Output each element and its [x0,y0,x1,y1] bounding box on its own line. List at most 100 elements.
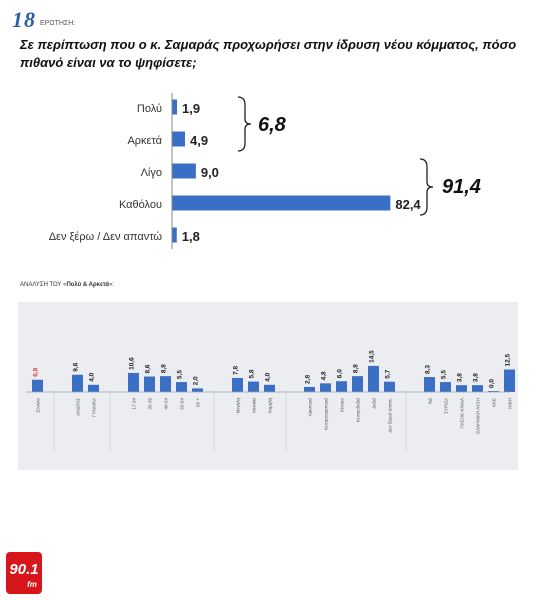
category-label: Κεντροαριστερά [323,398,329,430]
bar [440,382,451,392]
bar [472,385,483,392]
category-label: Χαμηλή [267,398,273,414]
value-label: 4,0 [89,372,96,381]
value-label: 6,8 [33,367,40,376]
bar [336,381,347,392]
category-label: ΕΛΛΗΝΙΚΗ ΛΥΣΗ [476,398,481,434]
category-label: ΠΑΣΟΚ-ΚΙΝΑΛ [460,398,465,429]
value-label: 3,8 [457,373,464,382]
value-label: 5,5 [441,370,448,379]
bar [32,379,43,392]
bracket-total-label: 6,8 [258,114,287,136]
value-label: 8,8 [353,364,360,373]
main-bar-chart: Πολύ 1,9 Αρκετά 4,9 Λίγο 9,0 Καθόλου 82,4 Δεν ξέ… [49,93,481,249]
bar [504,369,515,392]
logo-graphic: 90.1 fm [6,552,42,594]
value-label: 4,0 [265,372,272,381]
bar [176,382,187,392]
value-label: 8,8 [161,364,168,373]
category-label: Καθόλου [119,199,162,211]
value-label: 5,7 [385,369,392,378]
question-text: Σε περίπτωση που ο κ. Σαμαράς προχωρήσει… [20,37,517,70]
logo-sub-text: fm [27,580,37,589]
value-label: 82,4 [395,197,421,212]
category-label: Αρκετά [127,135,162,147]
category-label: Πολύ [137,103,162,115]
bar [304,386,315,392]
bar [144,376,155,392]
value-label: 8,6 [145,364,152,373]
logo-main-text: 90.1 [9,561,38,578]
bar [128,372,139,392]
bar [172,163,196,179]
value-label: 4,8 [321,371,328,380]
value-label: 4,9 [190,133,208,148]
category-label: ΝΙΚΗ [508,398,513,409]
category-label: Δεν ξέρω / Δεν απαντώ [49,231,163,243]
category-label: 40-54 [164,398,169,410]
category-label: ΚΚΕ [492,398,497,407]
category-label: Κέντρο [339,398,345,413]
question-label: ΕΡΩΤΗΣΗ: [40,20,76,27]
value-label: 1,8 [182,229,200,244]
breakdown-bar-chart: 6,8 Σύνολο 9,6 ΑΝΔΡΑΣ 4,0 ΓΥΝΑΙΚΑ 10,6 17-34 8,6… [18,302,518,470]
value-label: 2,8 [305,375,312,384]
bar [248,381,259,392]
category-label: Μεσαία [252,398,257,413]
bar [160,376,171,392]
value-label: 10,6 [129,357,136,370]
value-label: 9,6 [73,362,80,371]
bar [172,195,391,211]
category-label: 35-39 [148,398,153,410]
question-number: 18 [12,7,36,32]
bar [172,99,178,115]
category-label: Μεγάλη [235,398,241,414]
bar [488,391,499,392]
bar [424,377,435,392]
bar [192,388,203,392]
category-label: ΑΝΔΡΑΣ [76,398,81,416]
category-label: ΓΥΝΑΙΚΑ [92,398,97,417]
category-label: Λίγο [141,167,162,179]
bracket-total-label: 91,4 [442,176,481,198]
category-label: 65 + [196,398,201,407]
bar [232,377,243,392]
category-label: Δεν ξέρω/ απάντ. [387,398,393,433]
value-label: 8,3 [425,365,432,374]
bar [172,227,177,243]
bracket-top [237,96,252,152]
value-label: 9,0 [201,165,219,180]
bar [320,383,331,392]
bar [384,381,395,392]
category-label: ΝΔ [428,398,433,404]
bar [264,384,275,392]
value-label: 12,5 [505,353,512,366]
category-label: ΣΥΡΙΖΑ [444,398,449,414]
question-header: 18 ΕΡΩΤΗΣΗ: [12,7,76,32]
value-label: 3,8 [473,373,480,382]
value-label: 1,9 [182,101,200,116]
category-label: 17-34 [132,398,137,410]
radio-logo: 90.1 fm [6,552,42,594]
category-label: Κεντροδεξιά [355,398,361,423]
breakdown-label: ΑΝΑΛΥΣΗ ΤΟΥ «Πολύ & Αρκετά»: [20,282,115,288]
category-label: Δεξιά [371,398,377,409]
category-label: Αριστερά [307,398,313,417]
category-label: 55-64 [180,398,185,410]
value-label: 5,8 [249,369,256,378]
bar [456,385,467,392]
bar [172,131,185,147]
value-label: 14,5 [369,350,376,363]
logo-background [6,552,42,594]
value-label: 7,8 [233,366,240,375]
bar [352,376,363,392]
value-label: 0,0 [489,379,496,388]
category-label: Σύνολο [35,398,41,413]
value-label: 6,0 [337,369,344,378]
bar [88,384,99,392]
bar [368,365,379,392]
value-label: 5,5 [177,370,184,379]
bracket-bottom [419,158,434,216]
value-label: 2,0 [193,376,200,385]
bar [72,374,83,392]
